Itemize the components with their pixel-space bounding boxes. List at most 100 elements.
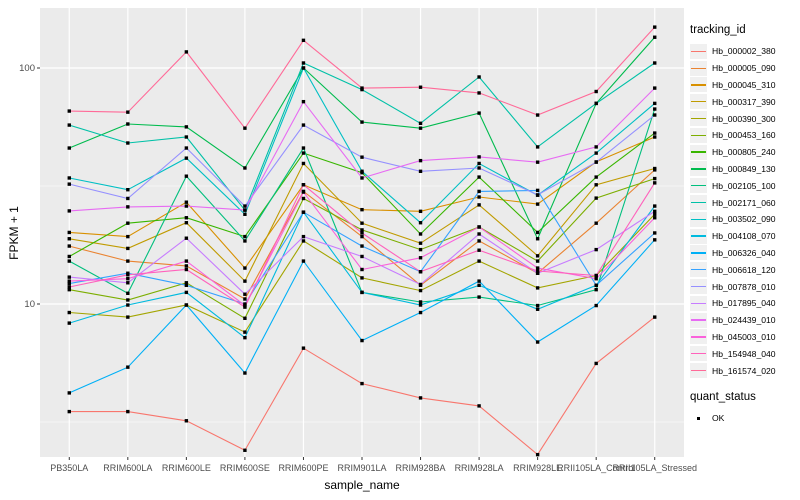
data-point: [418, 158, 423, 163]
data-point: [535, 254, 540, 258]
data-point: [67, 176, 71, 180]
legend-key-icon: [690, 228, 707, 244]
data-point: [301, 146, 306, 150]
data-point: [67, 275, 71, 279]
legend-key-icon: [690, 245, 707, 261]
data-point: [653, 101, 657, 106]
data-point: [67, 281, 71, 286]
data-point: [301, 99, 306, 104]
legend-entry: Hb_000002_380: [690, 43, 798, 60]
data-point: [301, 196, 306, 201]
data-point: [301, 151, 306, 155]
data-point: [418, 221, 423, 225]
legend-key-icon: [690, 195, 707, 211]
data-point: [477, 279, 481, 283]
data-point: [301, 259, 306, 263]
data-point: [594, 89, 598, 94]
data-point: [243, 448, 247, 452]
data-point: [67, 254, 71, 259]
data-point: [594, 283, 598, 288]
data-point: [360, 381, 364, 386]
data-point: [418, 282, 423, 287]
data-point: [301, 123, 306, 127]
data-point: [243, 371, 247, 375]
data-point: [126, 141, 130, 145]
data-point: [418, 232, 423, 236]
data-point: [360, 86, 364, 90]
data-point: [653, 216, 657, 220]
x-tick-label: RRII105LA_Stressed: [612, 463, 697, 473]
legend-entry: Hb_000453_160: [690, 127, 798, 144]
data-point: [67, 279, 71, 283]
data-point: [535, 113, 540, 117]
data-point: [418, 241, 423, 245]
data-point: [535, 269, 540, 273]
data-point: [594, 221, 598, 225]
data-point: [653, 315, 657, 319]
data-point: [418, 300, 423, 304]
legend-label: Hb_006326_040: [712, 247, 776, 258]
data-point: [360, 290, 364, 295]
legend-entry: Hb_000849_130: [690, 161, 798, 178]
data-point: [477, 166, 481, 170]
data-point: [477, 283, 481, 288]
data-point: [594, 175, 598, 179]
legend-key-icon: [690, 312, 707, 328]
data-point: [653, 131, 657, 135]
x-tick-label: RRIM600LE: [162, 463, 211, 473]
data-point: [653, 35, 657, 39]
data-point: [653, 238, 657, 242]
legend-label: Hb_024439_010: [712, 315, 776, 326]
x-tick-label: RRIM928LE: [513, 463, 562, 473]
data-point: [184, 281, 189, 285]
data-point: [67, 109, 71, 113]
legend-label: Hb_002171_060: [712, 197, 776, 208]
x-tick-label: PB350LA: [50, 463, 88, 473]
legend-entry: Hb_024439_010: [690, 312, 798, 329]
data-point: [360, 120, 364, 124]
legend-label-ok: OK: [712, 413, 725, 424]
legend-key-icon: [690, 60, 707, 76]
data-point: [360, 231, 364, 235]
data-point: [126, 259, 130, 263]
data-point: [535, 188, 540, 193]
legend-key-icon: [690, 279, 707, 295]
data-point: [477, 239, 481, 243]
data-point: [418, 85, 423, 89]
x-tick-label: RRII105LA_Control: [557, 463, 635, 473]
data-point: [535, 340, 540, 344]
data-point: [594, 287, 598, 292]
data-point: [126, 291, 130, 296]
data-point: [360, 267, 364, 272]
data-point: [243, 126, 247, 130]
legend-label: Hb_161574_020: [712, 365, 776, 376]
legend-label: Hb_006618_120: [712, 264, 776, 275]
data-point: [418, 270, 423, 274]
data-point: [126, 276, 130, 281]
data-point: [301, 346, 306, 350]
data-point: [301, 239, 306, 243]
data-point: [418, 288, 423, 293]
data-point: [477, 404, 481, 408]
data-point: [535, 160, 540, 164]
data-point: [477, 111, 481, 115]
data-point: [301, 161, 306, 166]
data-point: [653, 86, 657, 90]
legend-entry: Hb_000390_300: [690, 110, 798, 127]
data-point: [67, 244, 71, 248]
data-point: [67, 146, 71, 150]
legend-entry: Hb_007878_010: [690, 278, 798, 295]
data-point: [126, 303, 130, 307]
data-point: [477, 175, 481, 179]
data-point: [477, 195, 481, 199]
data-point: [67, 391, 71, 395]
data-point: [67, 237, 71, 241]
data-point: [126, 365, 130, 369]
legend-key-icon: [690, 144, 707, 160]
data-point: [594, 247, 598, 252]
legend-label: Hb_154948_040: [712, 348, 776, 359]
data-point: [184, 221, 189, 225]
data-point: [360, 276, 364, 280]
data-point: [301, 38, 306, 43]
data-point: [126, 281, 130, 285]
